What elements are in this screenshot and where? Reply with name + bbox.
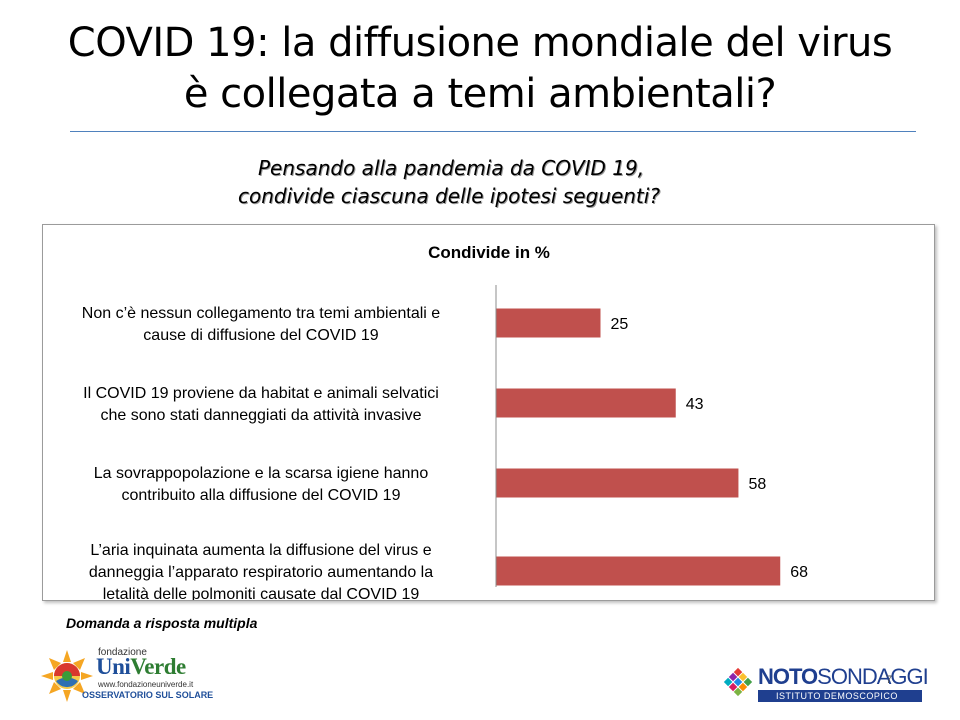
logo-right-sondaggi: SONDAGGI — [817, 664, 929, 689]
logo-left-name: UniVerde — [96, 654, 186, 680]
noto-mosaic-icon — [723, 667, 753, 697]
logo-left-uni: Uni — [96, 654, 131, 679]
data-label-2: 43 — [686, 396, 704, 413]
logo-left-verde: Verde — [130, 654, 186, 679]
category-label-4-line-1: L’aria inquinata aumenta la diffusione d… — [90, 542, 431, 559]
logo-right-noto: NOTO — [758, 664, 818, 689]
category-label-2-line-1: Il COVID 19 proviene da habitat e animal… — [83, 385, 439, 402]
logo-right-band — [758, 690, 922, 702]
sun-logo-icon — [41, 650, 93, 702]
category-label-1-line-1: Non c’è nessun collegamento tra temi amb… — [82, 305, 441, 322]
chart-title: Condivide in % — [428, 243, 550, 262]
data-label-1: 25 — [611, 316, 629, 333]
question-line-1: Pensando alla pandemia da COVID 19, — [258, 156, 645, 180]
bar-4 — [496, 556, 781, 586]
bar-chart: Condivide in % 25 Non c’è nessun collegame… — [82, 243, 808, 600]
logo-left-url: www.fondazioneuniverde.it — [98, 680, 194, 689]
category-label-2-line-2: che sono stati danneggiati da attività i… — [100, 407, 421, 424]
page-number: 7 — [886, 674, 893, 686]
logo-right-name: NOTOSONDAGGI — [758, 664, 929, 690]
bar-2 — [496, 388, 676, 418]
logo-left-fondazione: fondazione — [98, 647, 147, 658]
logo-left-tagline: OSSERVATORIO SUL SOLARE — [82, 690, 214, 700]
title-divider — [70, 131, 916, 132]
page-title: COVID 19: la diffusione mondiale del vir… — [0, 18, 960, 120]
category-label-2: Il COVID 19 proviene da habitat e animal… — [83, 385, 439, 424]
univerde-logo: fondazione UniVerde www.fondazioneuniver… — [40, 645, 213, 705]
category-label-3: La sovrappopolazione e la scarsa igiene … — [94, 465, 429, 504]
bar-3 — [496, 468, 739, 498]
category-label-3-line-2: contribuito alla diffusione del COVID 19 — [122, 487, 401, 504]
question-text: Pensando alla pandemia da COVID 19, cond… — [238, 154, 758, 210]
chart-panel: Condivide in % 25 Non c’è nessun collegame… — [42, 224, 935, 601]
footnote: Domanda a risposta multipla — [66, 615, 258, 631]
category-label-4-line-3: letalità delle polmoniti causate dal COV… — [103, 586, 420, 600]
page-title-line-2: è collegata a temi ambientali? — [183, 71, 777, 117]
data-label-4: 68 — [790, 564, 808, 581]
category-label-3-line-1: La sovrappopolazione e la scarsa igiene … — [94, 465, 429, 482]
noto-sondaggi-logo: NOTOSONDAGGI ISTITUTO DEMOSCOPICO — [718, 660, 929, 706]
question-line-2: condivide ciascuna delle ipotesi seguent… — [238, 184, 660, 208]
category-label-4-line-2: danneggia l’apparato respiratorio aument… — [89, 564, 433, 581]
bar-1 — [496, 308, 601, 338]
category-label-4: L’aria inquinata aumenta la diffusione d… — [89, 542, 433, 600]
logo-right-subtitle: ISTITUTO DEMOSCOPICO — [776, 691, 898, 701]
page-title-line-1: COVID 19: la diffusione mondiale del vir… — [67, 20, 893, 66]
category-label-1: Non c’è nessun collegamento tra temi amb… — [82, 305, 441, 344]
data-label-3: 58 — [748, 476, 766, 493]
category-label-1-line-2: cause di diffusione del COVID 19 — [143, 327, 379, 344]
